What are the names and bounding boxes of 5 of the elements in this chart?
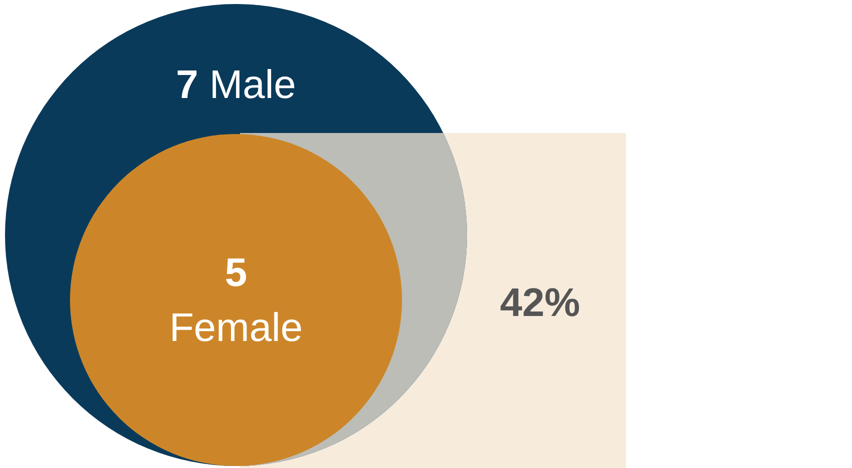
- category-label: Male: [198, 63, 296, 108]
- text: 42%: [500, 281, 580, 326]
- category-label: Female: [169, 306, 303, 350]
- data-label: 7: [176, 63, 198, 108]
- data-label: 5: [224, 251, 248, 296]
